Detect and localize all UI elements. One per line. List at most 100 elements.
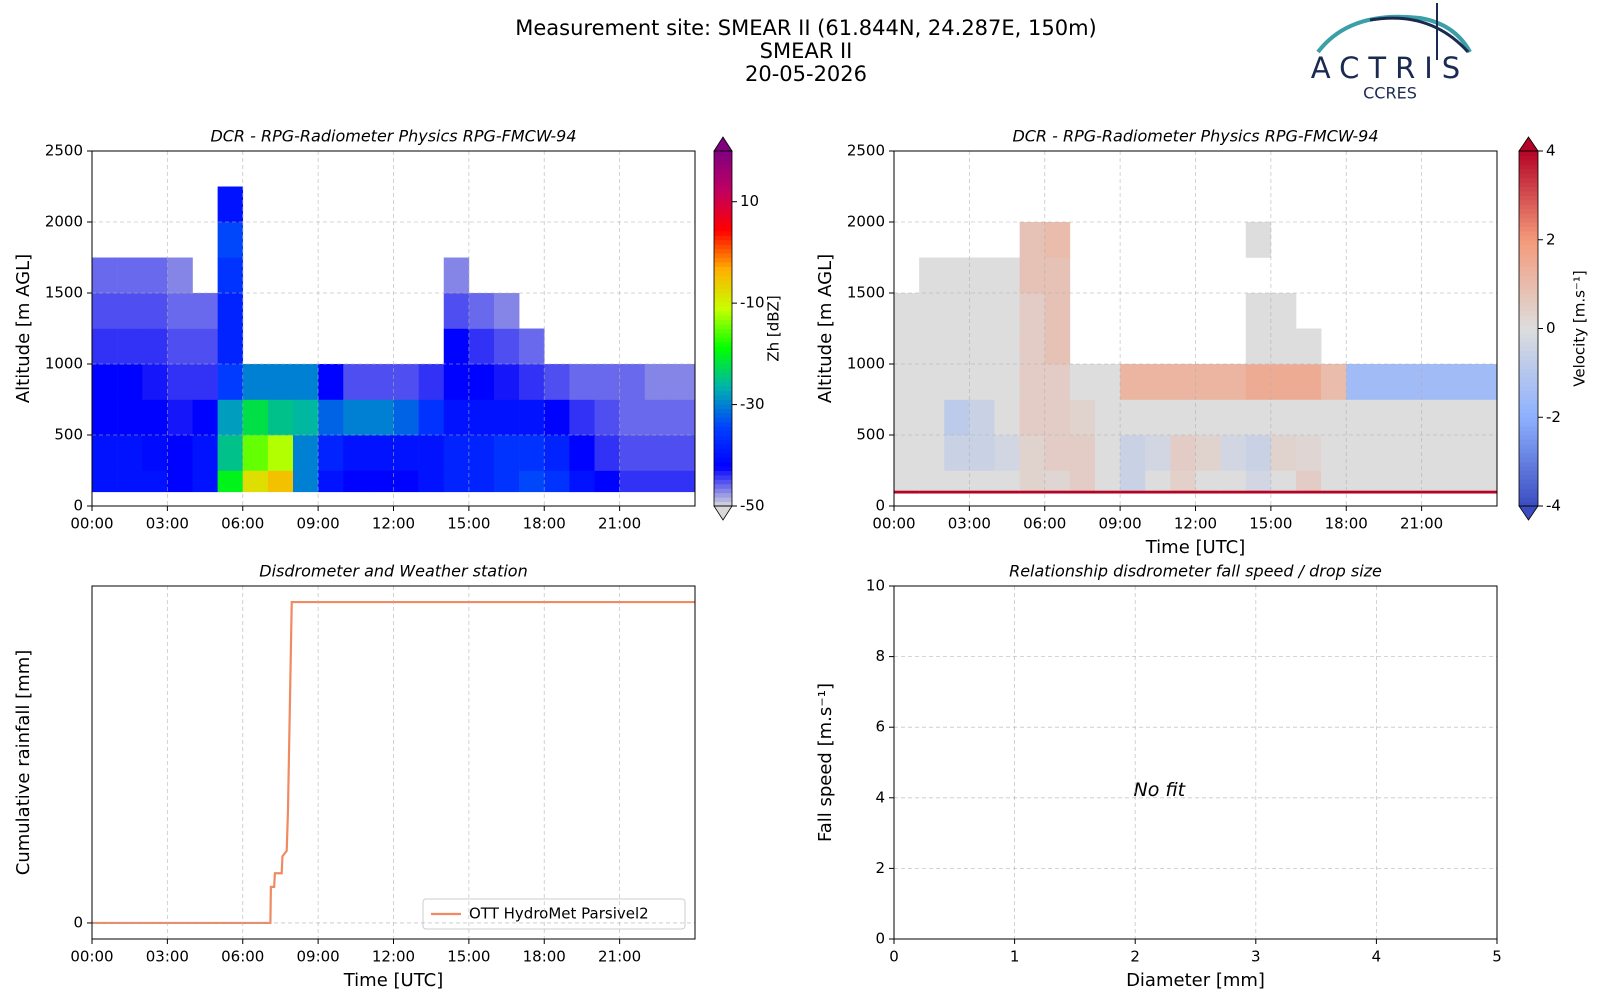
heatmap-cell bbox=[1220, 364, 1247, 400]
heatmap-cell bbox=[1321, 490, 1347, 494]
heatmap-cell bbox=[217, 186, 244, 223]
heatmap-cell bbox=[1296, 328, 1322, 365]
x-tick-label: 15:00 bbox=[447, 515, 490, 533]
colorbar-swatch bbox=[714, 204, 732, 210]
x-tick-label: 1 bbox=[1010, 948, 1020, 966]
heatmap-cell bbox=[117, 399, 143, 436]
colorbar-swatch bbox=[714, 457, 732, 463]
heatmap-cell bbox=[167, 328, 193, 365]
x-tick-label: 03:00 bbox=[146, 515, 189, 533]
heatmap-cell bbox=[217, 470, 244, 493]
figure-subtitle: SMEAR II bbox=[760, 39, 853, 63]
heatmap-cell bbox=[368, 435, 394, 471]
heatmap-cell bbox=[944, 490, 970, 494]
heatmap-cell bbox=[418, 364, 445, 400]
heatmap-cell bbox=[494, 364, 520, 400]
x-tick-label: 03:00 bbox=[948, 515, 991, 533]
heatmap-cell bbox=[594, 470, 620, 493]
colorbar-swatch bbox=[714, 417, 732, 423]
heatmap-cell bbox=[1220, 435, 1247, 471]
colorbar-swatch bbox=[1519, 177, 1538, 183]
x-tick-label: 06:00 bbox=[221, 515, 264, 533]
colorbar-swatch bbox=[714, 439, 732, 445]
heatmap-cell bbox=[944, 435, 970, 471]
heatmap-cell bbox=[919, 399, 945, 436]
y-axis-label: Fall speed [m.s⁻¹] bbox=[815, 683, 836, 842]
heatmap-cell bbox=[1321, 364, 1347, 400]
heatmap-cell bbox=[142, 364, 168, 400]
heatmap-cell bbox=[92, 257, 118, 294]
heatmap-cell bbox=[669, 435, 696, 471]
colorbar-swatch bbox=[1519, 381, 1538, 387]
colorbar-swatch bbox=[1519, 306, 1538, 312]
colorbar-swatch bbox=[714, 479, 732, 485]
colorbar-swatch bbox=[1519, 390, 1538, 396]
heatmap-cell bbox=[1421, 490, 1448, 494]
colorbar-swatch bbox=[714, 355, 732, 361]
colorbar-swatch bbox=[714, 488, 732, 494]
colorbar-swatch bbox=[1519, 297, 1538, 303]
colorbar-swatch bbox=[1519, 208, 1538, 214]
y-tick-label: 2000 bbox=[45, 213, 83, 231]
plot-frame bbox=[91, 585, 696, 940]
x-tick-label: 00:00 bbox=[70, 515, 113, 533]
heatmap-cell bbox=[669, 470, 696, 493]
colorbar-swatch bbox=[1519, 186, 1538, 192]
colorbar-extend-bottom bbox=[713, 505, 733, 521]
heatmap-cell bbox=[1044, 470, 1071, 491]
heatmap-cell bbox=[117, 435, 143, 471]
colorbar-swatch bbox=[1519, 408, 1538, 414]
logo: ACTRIS CCRES bbox=[1311, 3, 1472, 103]
logo-arc bbox=[1316, 14, 1472, 54]
colorbar-swatch bbox=[714, 239, 732, 245]
x-tick-label: 06:00 bbox=[1023, 515, 1066, 533]
colorbar-swatch bbox=[714, 350, 732, 356]
x-tick-label: 21:00 bbox=[598, 515, 641, 533]
colorbar-swatch bbox=[1519, 168, 1538, 174]
logo-arc-dark bbox=[1369, 16, 1470, 54]
heatmap-cell bbox=[343, 435, 369, 471]
heatmap-cell bbox=[1170, 364, 1196, 400]
heatmap-cell bbox=[192, 399, 218, 436]
heatmap-cell bbox=[1170, 399, 1196, 436]
heatmap-cell bbox=[192, 293, 218, 329]
heatmap-cell bbox=[443, 399, 470, 436]
heatmap-cell bbox=[494, 328, 520, 365]
colorbar-swatch bbox=[714, 412, 732, 418]
colorbar-swatch bbox=[1519, 190, 1538, 196]
colorbar-swatch bbox=[1519, 501, 1538, 507]
heatmap-cell bbox=[994, 435, 1020, 471]
heatmap-cell bbox=[217, 364, 244, 400]
heatmap-cell bbox=[468, 435, 495, 471]
y-axis-label: Cumulative rainfall [mm] bbox=[13, 650, 34, 876]
heatmap-cell bbox=[1346, 470, 1372, 491]
heatmap-cell bbox=[318, 364, 344, 400]
heatmap-cell bbox=[569, 470, 595, 493]
colorbar-swatch bbox=[1519, 213, 1538, 219]
line-series bbox=[92, 600, 695, 925]
colorbar-swatch bbox=[1519, 244, 1538, 250]
colorbar-swatch bbox=[1519, 426, 1538, 432]
x-axis-label: Time [UTC] bbox=[1145, 537, 1246, 558]
colorbar-swatch bbox=[1519, 279, 1538, 285]
colorbar-swatch bbox=[714, 403, 732, 409]
heatmap-cell bbox=[1296, 490, 1322, 494]
y-tick-label: 1500 bbox=[45, 284, 83, 302]
colorbar-swatch bbox=[714, 284, 732, 290]
x-tick-label: 18:00 bbox=[523, 948, 566, 966]
colorbar-swatch bbox=[1519, 315, 1538, 321]
heatmap-cell bbox=[468, 399, 495, 436]
x-tick-label: 3 bbox=[1251, 948, 1261, 966]
heatmap-cell bbox=[894, 364, 920, 400]
heatmap-cell bbox=[1145, 470, 1171, 491]
x-tick-label: 21:00 bbox=[1400, 515, 1443, 533]
heatmap-cell bbox=[1095, 364, 1121, 400]
y-tick-label: 2500 bbox=[847, 142, 885, 160]
colorbar-swatch bbox=[1519, 328, 1538, 334]
colorbar-swatch bbox=[714, 408, 732, 414]
colorbar-swatch bbox=[1519, 364, 1538, 369]
colorbar-swatch bbox=[1519, 443, 1538, 449]
colorbar-swatch bbox=[714, 470, 732, 476]
colorbar-swatch bbox=[1519, 421, 1538, 427]
colorbar-swatch bbox=[714, 466, 732, 471]
